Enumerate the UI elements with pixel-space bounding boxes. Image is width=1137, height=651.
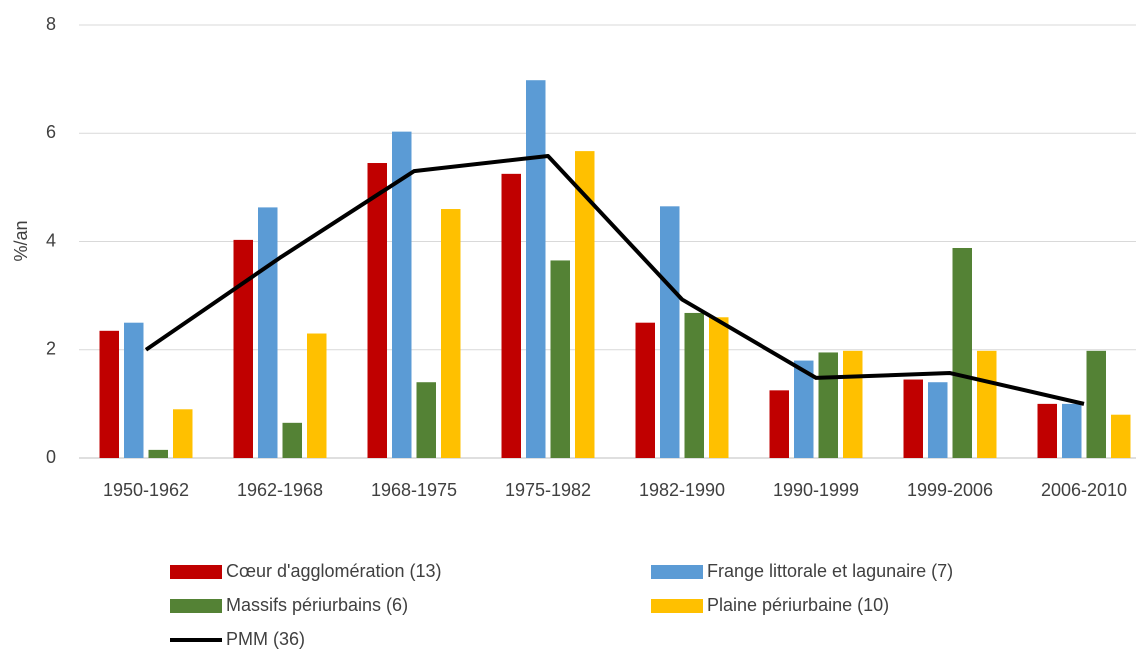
legend-label: Frange littorale et lagunaire (7) <box>707 561 953 581</box>
bar <box>794 360 814 458</box>
bar <box>903 379 923 458</box>
x-tick-label: 1968-1975 <box>371 480 457 500</box>
bar <box>1111 414 1131 458</box>
y-tick-label: 2 <box>46 339 56 359</box>
bar <box>258 207 278 458</box>
x-tick-label: 1962-1968 <box>237 480 323 500</box>
y-tick-label: 0 <box>46 447 56 467</box>
bar <box>99 330 119 458</box>
legend-swatch <box>651 565 703 579</box>
bar <box>392 131 412 458</box>
legend-swatch <box>170 599 222 613</box>
legend-swatch <box>651 599 703 613</box>
bar <box>575 151 595 458</box>
bar <box>550 260 570 458</box>
bar <box>441 209 461 458</box>
line <box>144 153 1085 406</box>
legend-label: Cœur d'agglomération (13) <box>226 561 442 581</box>
bar <box>1062 403 1082 458</box>
legend-label: PMM (36) <box>226 629 305 649</box>
bar <box>660 206 680 458</box>
legend-label: Massifs périurbains (6) <box>226 595 408 615</box>
bar <box>1086 350 1106 458</box>
x-tick-label: 2006-2010 <box>1041 480 1127 500</box>
bar <box>952 247 972 458</box>
bar <box>635 322 655 458</box>
bar <box>307 333 327 458</box>
y-axis-label: %/an <box>11 220 31 261</box>
bar <box>928 382 948 458</box>
bar <box>282 422 302 458</box>
bar <box>709 317 729 458</box>
bar <box>148 449 168 458</box>
bar <box>684 312 704 458</box>
bar <box>501 173 521 458</box>
x-tick-label: 1990-1999 <box>773 480 859 500</box>
x-tick-label: 1999-2006 <box>907 480 993 500</box>
bar <box>416 382 436 458</box>
y-tick-label: 6 <box>46 122 56 142</box>
x-tick-label: 1982-1990 <box>639 480 725 500</box>
bar <box>843 350 863 458</box>
legend-label: Plaine périurbaine (10) <box>707 595 889 615</box>
bar <box>818 352 838 458</box>
bar <box>367 163 387 459</box>
bar <box>526 80 546 459</box>
legend-swatch <box>170 565 222 579</box>
bar <box>1037 403 1057 458</box>
bar <box>977 350 997 458</box>
y-tick-label: 8 <box>46 14 56 34</box>
bar <box>124 322 144 458</box>
x-tick-label: 1975-1982 <box>505 480 591 500</box>
bar <box>769 390 789 458</box>
x-tick-label: 1950-1962 <box>103 480 189 500</box>
bar <box>173 409 193 458</box>
bar <box>233 239 253 458</box>
y-tick-label: 4 <box>46 230 56 250</box>
